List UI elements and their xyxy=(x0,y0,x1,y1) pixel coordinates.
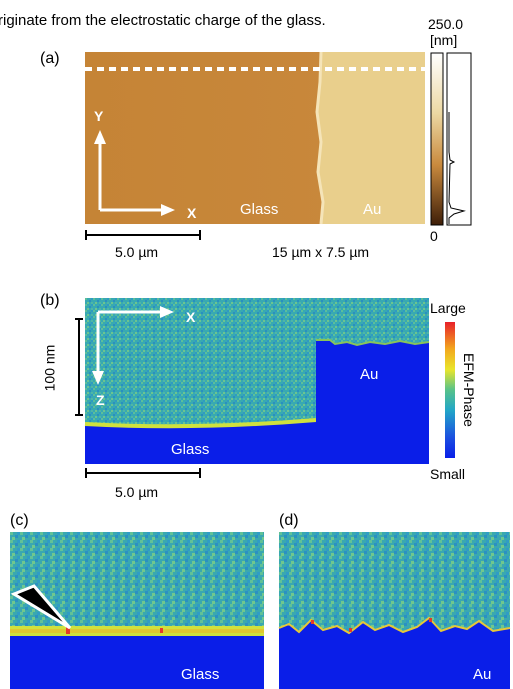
height-colorbar xyxy=(430,52,480,228)
topography-image xyxy=(85,52,425,224)
axis-y-label: Y xyxy=(94,108,103,124)
axis-z-label: Z xyxy=(96,392,105,408)
colorbar-large: Large xyxy=(430,300,466,316)
panel-b-label: (b) xyxy=(40,292,60,310)
colorbar-title: EFM-Phase xyxy=(461,353,477,427)
region-glass-label: Glass xyxy=(240,201,278,218)
axis-x-label-b: X xyxy=(186,309,195,325)
region-au-label-d: Au xyxy=(473,666,491,683)
region-au-label-b: Au xyxy=(360,366,378,383)
scale-bar-a-label: 5.0 µm xyxy=(115,244,158,260)
region-glass-label-b: Glass xyxy=(171,441,209,458)
colorbar-min: 0 xyxy=(430,228,438,244)
efm-colorbar xyxy=(445,322,459,462)
scan-size-label: 15 µm x 7.5 µm xyxy=(272,244,369,260)
colorbar-max: 250.0 xyxy=(428,16,463,32)
depth-scale-label: 100 nm xyxy=(41,345,57,392)
axis-x-label: X xyxy=(187,205,196,221)
colorbar-small: Small xyxy=(430,466,465,482)
efm-zoom-glass xyxy=(10,532,264,689)
scale-bar-b-label: 5.0 µm xyxy=(115,484,158,500)
scale-bar-b xyxy=(85,468,205,478)
depth-scale-bar xyxy=(73,318,85,418)
panel-a-label: (a) xyxy=(40,50,60,68)
colorbar-unit: [nm] xyxy=(430,32,457,48)
region-au-label: Au xyxy=(363,201,381,218)
panel-d-label: (d) xyxy=(279,512,299,530)
panel-c-label: (c) xyxy=(10,512,29,530)
region-glass-label-c: Glass xyxy=(181,666,219,683)
scale-bar-a xyxy=(85,230,205,240)
caption-fragment: riginate from the electrostatic charge o… xyxy=(0,12,326,29)
